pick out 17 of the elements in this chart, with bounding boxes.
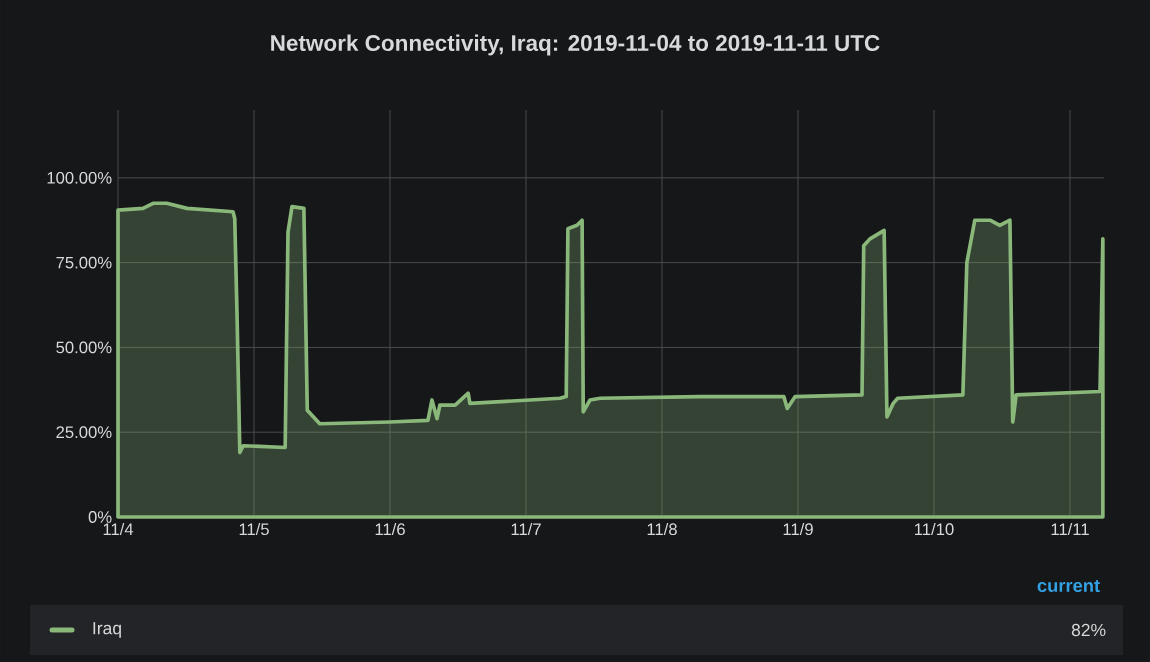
y-tick-label: 0%: [88, 511, 112, 523]
y-tick-label: 75.00%: [56, 256, 112, 269]
y-tick-label: 50.00%: [56, 341, 112, 354]
legend-title: current: [1037, 579, 1100, 593]
chart-title: Network Connectivity, Iraq: 2019-11-04 to 2019-11-11 UTC: [271, 34, 880, 56]
y-tick-label: 25.00%: [56, 426, 112, 439]
x-tick-label: 11/9: [783, 522, 813, 536]
x-tick-label: 11/5: [239, 522, 269, 536]
x-tick-label: 11/4: [103, 522, 134, 536]
legend-label: Iraq: [93, 622, 121, 638]
y-tick-label: 100.00%: [47, 171, 112, 184]
x-tick-label: 11/10: [915, 522, 954, 536]
text: 82%: [1071, 623, 1106, 637]
x-tick-label: 11/6: [375, 522, 405, 536]
x-tick-label: 11/11: [1051, 522, 1089, 536]
x-tick-label: 11/8: [647, 522, 677, 536]
x-tick-label: 11/7: [511, 522, 541, 536]
